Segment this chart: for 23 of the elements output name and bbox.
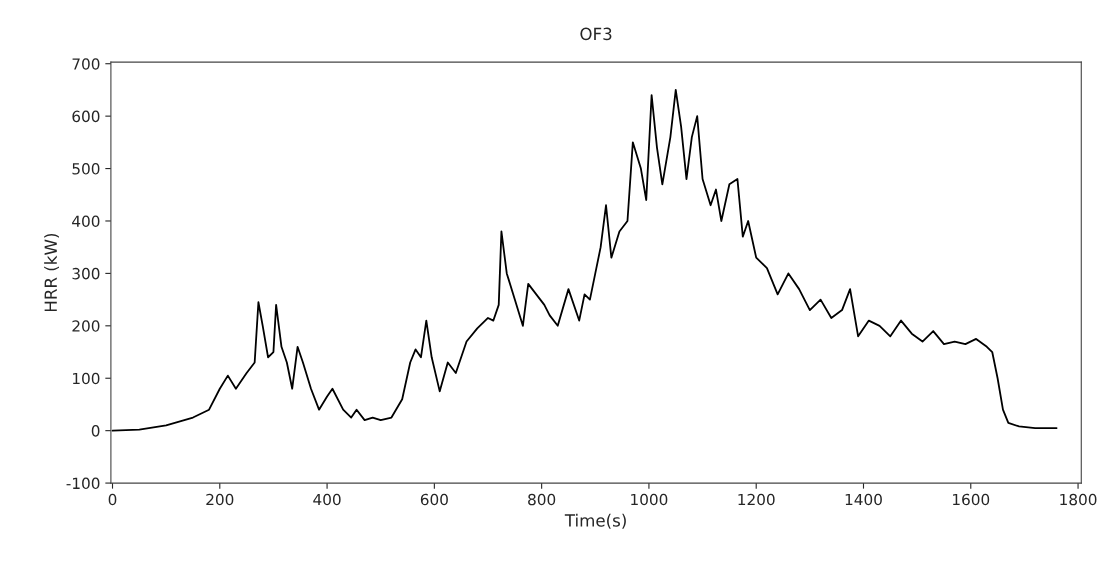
x-tick-label: 200 xyxy=(206,493,234,506)
y-tick-label: 600 xyxy=(72,110,100,123)
chart-title: OF3 xyxy=(580,27,612,41)
y-tick-label: 300 xyxy=(72,267,100,280)
x-axis-title: Time(s) xyxy=(564,513,626,529)
y-tick-label: 700 xyxy=(72,58,100,70)
x-tick-label: 0 xyxy=(108,493,117,506)
y-tick-label: 400 xyxy=(72,215,100,227)
line-series xyxy=(111,89,1058,432)
x-tick-label: 1600 xyxy=(953,493,990,506)
x-tick-label: 1400 xyxy=(845,493,882,506)
x-tick-label: 800 xyxy=(528,493,556,506)
x-tick-label: 1000 xyxy=(631,493,668,506)
y-tick-label: 0 xyxy=(91,425,100,437)
x-tick-label: 1800 xyxy=(1060,493,1097,506)
x-tick-label: 600 xyxy=(420,493,448,506)
y-tick-label: 200 xyxy=(72,320,100,332)
y-tick-label: 100 xyxy=(73,372,100,385)
y-tick-label: -100 xyxy=(66,477,100,490)
y-tick-label: 500 xyxy=(72,163,100,175)
x-tick-label: 400 xyxy=(313,493,341,506)
x-tick-label: 1200 xyxy=(738,493,775,506)
y-axis-title: HRR (kW) xyxy=(44,233,59,312)
